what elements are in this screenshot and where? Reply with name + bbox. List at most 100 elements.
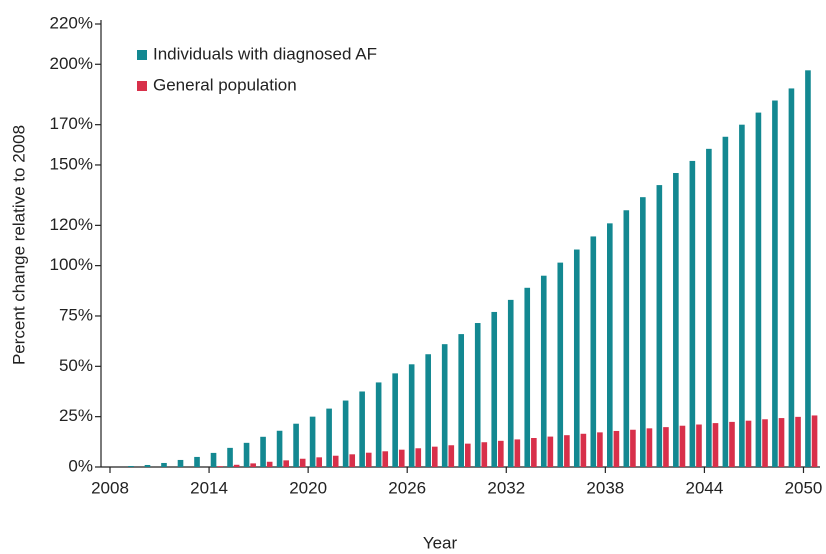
x-axis-label: Year <box>423 533 458 552</box>
bar <box>762 419 768 467</box>
bar <box>359 391 365 467</box>
bar <box>547 436 554 467</box>
bar <box>640 197 646 467</box>
bar <box>755 112 762 467</box>
bar <box>524 287 531 467</box>
bar <box>128 465 134 467</box>
bar <box>573 249 580 467</box>
bar <box>375 382 382 467</box>
bar <box>673 173 679 467</box>
legend-swatch <box>137 81 147 91</box>
bar <box>706 148 712 467</box>
bar <box>332 455 339 467</box>
bar <box>491 311 498 467</box>
bar <box>531 438 537 467</box>
x-tick-label: 2020 <box>289 478 327 497</box>
bar <box>283 460 289 467</box>
bar <box>745 420 752 467</box>
bar <box>316 457 323 467</box>
bar <box>564 435 570 467</box>
bar <box>266 461 273 467</box>
bar <box>243 442 250 467</box>
bar <box>425 354 431 467</box>
legend-label: General population <box>153 75 297 94</box>
bar <box>481 442 488 467</box>
bar <box>498 440 504 467</box>
bar <box>712 423 719 467</box>
bar <box>795 416 801 467</box>
bar <box>739 124 745 467</box>
bar <box>729 421 735 467</box>
bar <box>177 459 184 467</box>
y-axis-label: Percent change relative to 2008 <box>9 125 28 365</box>
bar <box>613 430 620 467</box>
bar <box>210 452 217 467</box>
bar <box>630 429 636 467</box>
bar <box>778 418 785 467</box>
bar <box>250 463 256 467</box>
bar <box>217 466 223 467</box>
bar <box>293 423 299 467</box>
bar <box>260 436 266 467</box>
bar <box>623 210 630 468</box>
bar <box>408 364 415 467</box>
bar <box>465 443 471 467</box>
bar <box>656 185 663 467</box>
y-tick-label: 50% <box>59 356 93 375</box>
legend-swatch <box>137 50 147 60</box>
y-tick-label: 150% <box>50 154 93 173</box>
x-tick-label: 2008 <box>91 478 129 497</box>
bar <box>227 447 233 467</box>
bar <box>663 427 669 467</box>
bar <box>144 464 151 467</box>
bar <box>276 430 283 467</box>
bar <box>194 456 200 467</box>
bar <box>349 454 356 467</box>
y-tick-label: 170% <box>50 114 93 133</box>
bar <box>398 449 405 467</box>
bar <box>696 424 702 467</box>
bar <box>299 458 306 467</box>
bar <box>382 451 389 467</box>
x-tick-label: 2038 <box>586 478 624 497</box>
bar <box>689 160 696 467</box>
y-tick-label: 220% <box>50 13 93 32</box>
bar <box>474 323 481 467</box>
y-tick-label: 120% <box>50 215 93 234</box>
y-tick-label: 200% <box>50 54 93 73</box>
bar <box>233 464 240 467</box>
bar <box>431 446 438 467</box>
bar <box>811 415 818 467</box>
x-tick-label: 2026 <box>388 478 426 497</box>
bar <box>309 416 316 467</box>
legend-label: Individuals with diagnosed AF <box>153 44 377 63</box>
bar <box>788 88 795 467</box>
bar <box>441 344 448 467</box>
bar <box>448 445 455 467</box>
bar <box>646 428 653 467</box>
bar <box>415 448 422 467</box>
bar <box>597 432 603 467</box>
bar <box>326 408 332 467</box>
bar <box>805 70 811 468</box>
bar <box>590 236 597 467</box>
y-tick-label: 25% <box>59 406 93 425</box>
bar <box>679 425 686 467</box>
y-tick-label: 0% <box>68 456 93 475</box>
bar <box>722 136 729 467</box>
x-tick-label: 2050 <box>785 478 823 497</box>
y-tick-label: 75% <box>59 305 93 324</box>
bar <box>342 400 349 467</box>
y-tick-label: 100% <box>50 255 93 274</box>
bar <box>580 433 587 467</box>
bar <box>507 299 514 467</box>
bar <box>772 100 778 467</box>
bar <box>514 439 521 467</box>
bar <box>458 334 465 467</box>
bar <box>365 452 372 467</box>
x-tick-label: 2014 <box>190 478 228 497</box>
x-tick-label: 2032 <box>487 478 525 497</box>
bar <box>161 462 167 467</box>
